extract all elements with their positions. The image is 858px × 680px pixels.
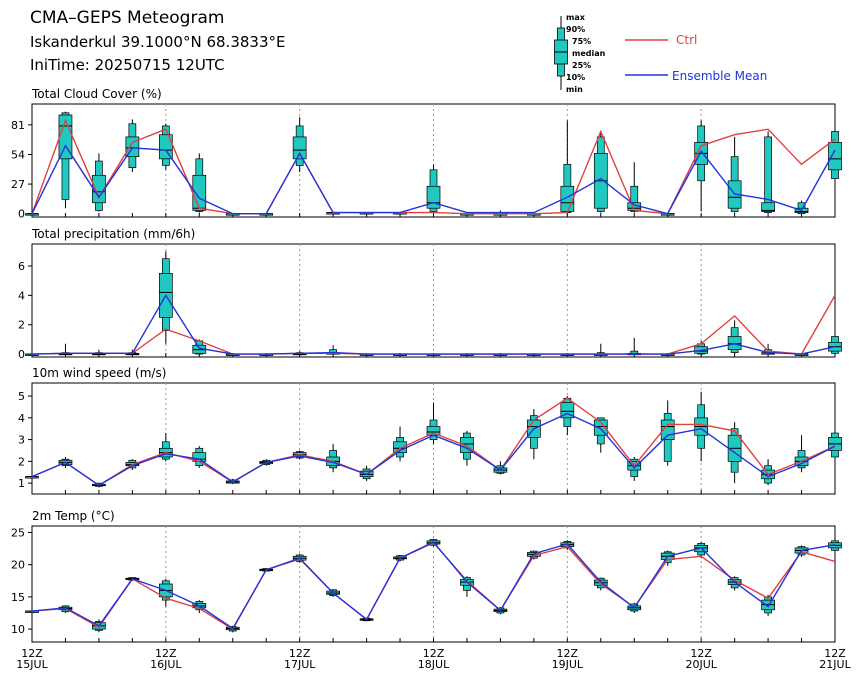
- init-time-text: IniTime: 20250715 12UTC: [30, 56, 225, 74]
- box-plot: [92, 153, 106, 212]
- panel-title: Total precipitation (mm/6h): [31, 227, 195, 241]
- x-tick-label-date: 17JUL: [284, 658, 316, 671]
- box-plot: [727, 136, 742, 213]
- x-tick-label-date: 20JUL: [685, 658, 717, 671]
- box-outer: [630, 185, 639, 212]
- legend-p25-label: 25%: [572, 61, 591, 70]
- x-axis: 12Z15JUL12Z16JUL12Z17JUL12Z18JUL12Z19JUL…: [16, 647, 851, 671]
- legend-p10-label: 10%: [566, 73, 585, 82]
- box-plot: [828, 539, 842, 554]
- y-tick-label: 15: [11, 591, 25, 604]
- box-plot: [393, 426, 407, 462]
- y-tick-label: 27: [11, 178, 25, 191]
- y-tick-label: 4: [18, 289, 25, 302]
- box-plot: [593, 131, 608, 213]
- mean-line: [31, 412, 836, 487]
- y-tick-label: 2: [18, 319, 25, 332]
- box-plot: [660, 400, 675, 466]
- location-text: Iskanderkul 39.1000°N 68.3833°E: [30, 33, 285, 51]
- panel-title: 10m wind speed (m/s): [32, 366, 166, 380]
- legend-mean-label: Ensemble Mean: [672, 69, 767, 83]
- box-plot: [794, 435, 809, 473]
- panel-1: Total precipitation (mm/6h) 0 2 4 6: [18, 227, 842, 361]
- y-tick-label: 3: [18, 434, 25, 447]
- box-plot: [727, 320, 742, 355]
- y-tick-label: 2: [18, 455, 25, 468]
- panel-0: Total Cloud Cover (%) 0 27 54 81: [11, 87, 842, 221]
- mean-line: [31, 144, 836, 215]
- box-plot: [92, 349, 106, 356]
- box-plot: [694, 340, 709, 355]
- box-inner: [761, 202, 775, 212]
- panel-3: 2m Temp (°C) 10 15 20 25: [11, 509, 842, 643]
- box-plot: [426, 164, 441, 213]
- y-tick-label: 0: [18, 348, 25, 361]
- y-tick-label: 20: [11, 559, 25, 572]
- box-plot: [627, 337, 642, 356]
- panel-title: Total Cloud Cover (%): [31, 87, 162, 101]
- y-tick-label: 0: [18, 208, 25, 221]
- x-tick-label-date: 19JUL: [552, 658, 584, 671]
- mean-line: [31, 541, 836, 630]
- box-inner: [292, 136, 307, 160]
- panel-2: 10m wind speed (m/s) 1 2 3 4 5: [18, 366, 842, 495]
- legend-p75-label: 75%: [572, 37, 591, 46]
- legend-p90-label: 90%: [566, 25, 585, 34]
- y-tick-label: 1: [18, 477, 25, 490]
- box-plot: [560, 396, 575, 436]
- box-inner: [560, 402, 575, 419]
- x-tick-label-hour: 12Z: [289, 647, 311, 660]
- box-plot: [694, 391, 709, 462]
- box-inner: [92, 174, 106, 204]
- box-inner: [426, 185, 441, 209]
- box-inner: [727, 336, 742, 351]
- legend-box-glyph: [554, 16, 568, 90]
- y-tick-label: 54: [11, 148, 25, 161]
- box-plot: [694, 120, 709, 212]
- y-tick-label: 81: [11, 119, 25, 132]
- y-tick-label: 10: [11, 623, 25, 636]
- x-tick-label-date: 16JUL: [150, 658, 182, 671]
- x-tick-label-date: 15JUL: [16, 658, 48, 671]
- x-tick-label-hour: 12Z: [824, 647, 846, 660]
- chart-title: CMA–GEPS Meteogram: [30, 8, 224, 28]
- legend-ctrl-label: Ctrl: [676, 33, 697, 47]
- legend-min-label: min: [566, 85, 583, 94]
- box-plot: [25, 476, 39, 479]
- legend-median-label: median: [572, 49, 606, 58]
- x-tick-label-hour: 12Z: [155, 647, 177, 660]
- box-plot: [125, 119, 140, 173]
- ctrl-line: [31, 118, 836, 215]
- x-tick-label-hour: 12Z: [21, 647, 43, 660]
- x-tick-label-date: 18JUL: [418, 658, 450, 671]
- y-tick-label: 4: [18, 412, 25, 425]
- legend: max 90% 75% median 25% 10% min Ctrl Ense…: [554, 13, 767, 94]
- y-tick-label: 25: [11, 526, 25, 539]
- box-plot: [292, 117, 307, 173]
- box-plot: [828, 125, 842, 181]
- x-tick-label-hour: 12Z: [690, 647, 712, 660]
- x-tick-label-date: 21JUL: [819, 658, 851, 671]
- box-plot: [326, 443, 340, 473]
- box-inner: [426, 426, 441, 436]
- panel-title: 2m Temp (°C): [32, 509, 115, 523]
- box-inner: [828, 142, 842, 171]
- y-tick-label: 6: [18, 260, 25, 273]
- x-tick-label-hour: 12Z: [423, 647, 445, 660]
- y-tick-label: 5: [18, 390, 25, 403]
- box-outer: [764, 136, 772, 213]
- mean-line: [31, 294, 836, 355]
- ctrl-line: [31, 397, 836, 487]
- box-inner: [158, 134, 173, 160]
- box-plot: [192, 153, 207, 213]
- legend-max-label: max: [566, 13, 586, 22]
- box-plot: [828, 333, 842, 355]
- box-plot: [158, 433, 173, 462]
- box-plot: [58, 111, 73, 209]
- x-tick-label-hour: 12Z: [557, 647, 579, 660]
- box-plot: [25, 213, 39, 216]
